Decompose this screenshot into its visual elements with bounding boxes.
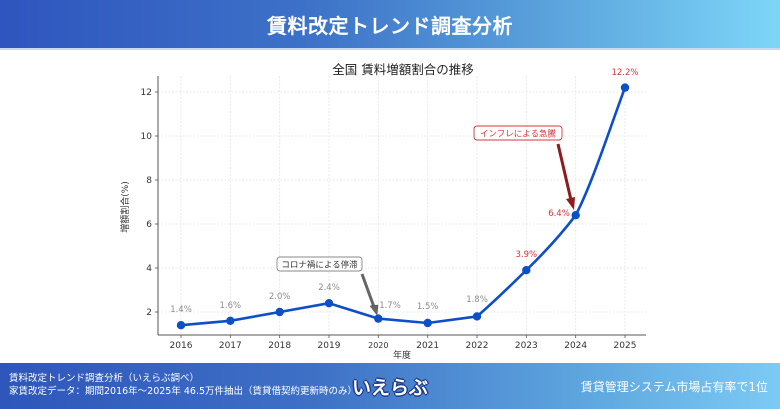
chart-title: 全国 賃料増額割合の推移 (332, 62, 473, 77)
y-tick-label: 10 (141, 132, 153, 142)
value-label: 1.6% (219, 301, 241, 311)
value-label: 1.4% (170, 305, 192, 315)
x-tick-label: 2019 (318, 341, 341, 351)
value-label: 1.5% (417, 302, 439, 312)
brand-logo: いえらぶ (352, 375, 429, 399)
x-tick-label: 2018 (268, 341, 291, 351)
y-axis-label: 増額割合(%) (119, 181, 131, 233)
data-point[interactable] (423, 318, 432, 328)
annotation-inflation-text: インフレによる急騰 (480, 129, 556, 140)
data-point[interactable] (620, 83, 630, 92)
x-tick-label: 2021 (416, 341, 439, 351)
y-ticks (155, 91, 158, 313)
x-tick-label: 2017 (219, 341, 242, 351)
x-tick-label: 2020 (368, 341, 388, 350)
x-tick-label: 2016 (170, 341, 193, 351)
page-title: 賃料改定トレンド調査分析 (267, 13, 513, 38)
data-point[interactable] (522, 266, 531, 275)
x-tick-label: 2022 (466, 341, 489, 351)
y-tick-label: 2 (146, 308, 152, 318)
line-chart: 全国 賃料増額割合の推移 (119, 62, 646, 361)
value-label: 2.0% (269, 292, 291, 302)
arrow-shaft (556, 143, 573, 201)
value-label-highlight: 12.2% (611, 68, 638, 78)
footer-line-2: 家賃改定データ：期間2016年〜2025年 46.5万件抽出（賃貸借契約更新時の… (9, 385, 358, 397)
annotation-covid-text: コロナ禍による停滞 (281, 260, 358, 271)
annotation-covid: コロナ禍による停滞 (276, 256, 379, 316)
arrow-shaft (360, 273, 376, 308)
arrow-head-icon (566, 197, 575, 210)
footer-source: 賃料改定トレンド調査分析（いえらぶ調べ） 家賃改定データ：期間2016年〜202… (9, 373, 357, 398)
footer-banner: 賃料改定トレンド調査分析（いえらぶ調べ） 家賃改定データ：期間2016年〜202… (0, 363, 780, 409)
x-ticks (180, 335, 626, 338)
footer-line-1: 賃料改定トレンド調査分析（いえらぶ調べ） (9, 373, 200, 384)
data-line (179, 86, 627, 327)
value-label: 1.8% (466, 295, 488, 305)
x-tick-label: 2024 (564, 341, 587, 351)
data-point[interactable] (275, 307, 284, 317)
arrow-head-icon (369, 304, 379, 316)
y-tick-label: 4 (146, 264, 152, 274)
y-tick-label: 12 (141, 88, 152, 98)
value-label-highlight: 6.4% (548, 209, 570, 219)
grid-horizontal (158, 91, 646, 313)
data-point[interactable] (374, 314, 383, 323)
x-axis-label: 年度 (393, 349, 411, 361)
grid-vertical (180, 76, 626, 335)
value-label: 2.4% (318, 283, 340, 293)
x-tick-label: 2025 (614, 341, 637, 351)
y-tick-labels: 2 4 6 8 10 12 (141, 88, 153, 318)
value-label: 1.7% (379, 301, 401, 311)
value-label-highlight: 3.9% (515, 250, 537, 260)
chart-area: 全国 賃料増額割合の推移 (0, 50, 780, 363)
header-banner: 賃料改定トレンド調査分析 (0, 0, 780, 50)
annotation-inflation: インフレによる急騰 (473, 125, 575, 210)
x-tick-labels: 2016 2017 2018 2019 2020 2021 2022 2023 … (170, 341, 637, 351)
footer-tagline: 賃貸管理システム市場占有率で1位 (580, 380, 768, 394)
value-labels: 1.4% 1.6% 2.0% 2.4% 1.7% 1.5% 1.8% 3.9% … (170, 68, 638, 315)
data-point[interactable] (176, 321, 186, 330)
y-tick-label: 8 (146, 176, 152, 186)
x-tick-label: 2023 (515, 341, 538, 351)
data-point[interactable] (571, 211, 580, 220)
y-tick-label: 6 (146, 220, 152, 230)
data-point[interactable] (226, 316, 235, 325)
data-point[interactable] (324, 299, 334, 308)
data-point[interactable] (472, 312, 482, 321)
data-points (176, 83, 630, 330)
brand-logo-text: いえらぶ (352, 376, 429, 399)
